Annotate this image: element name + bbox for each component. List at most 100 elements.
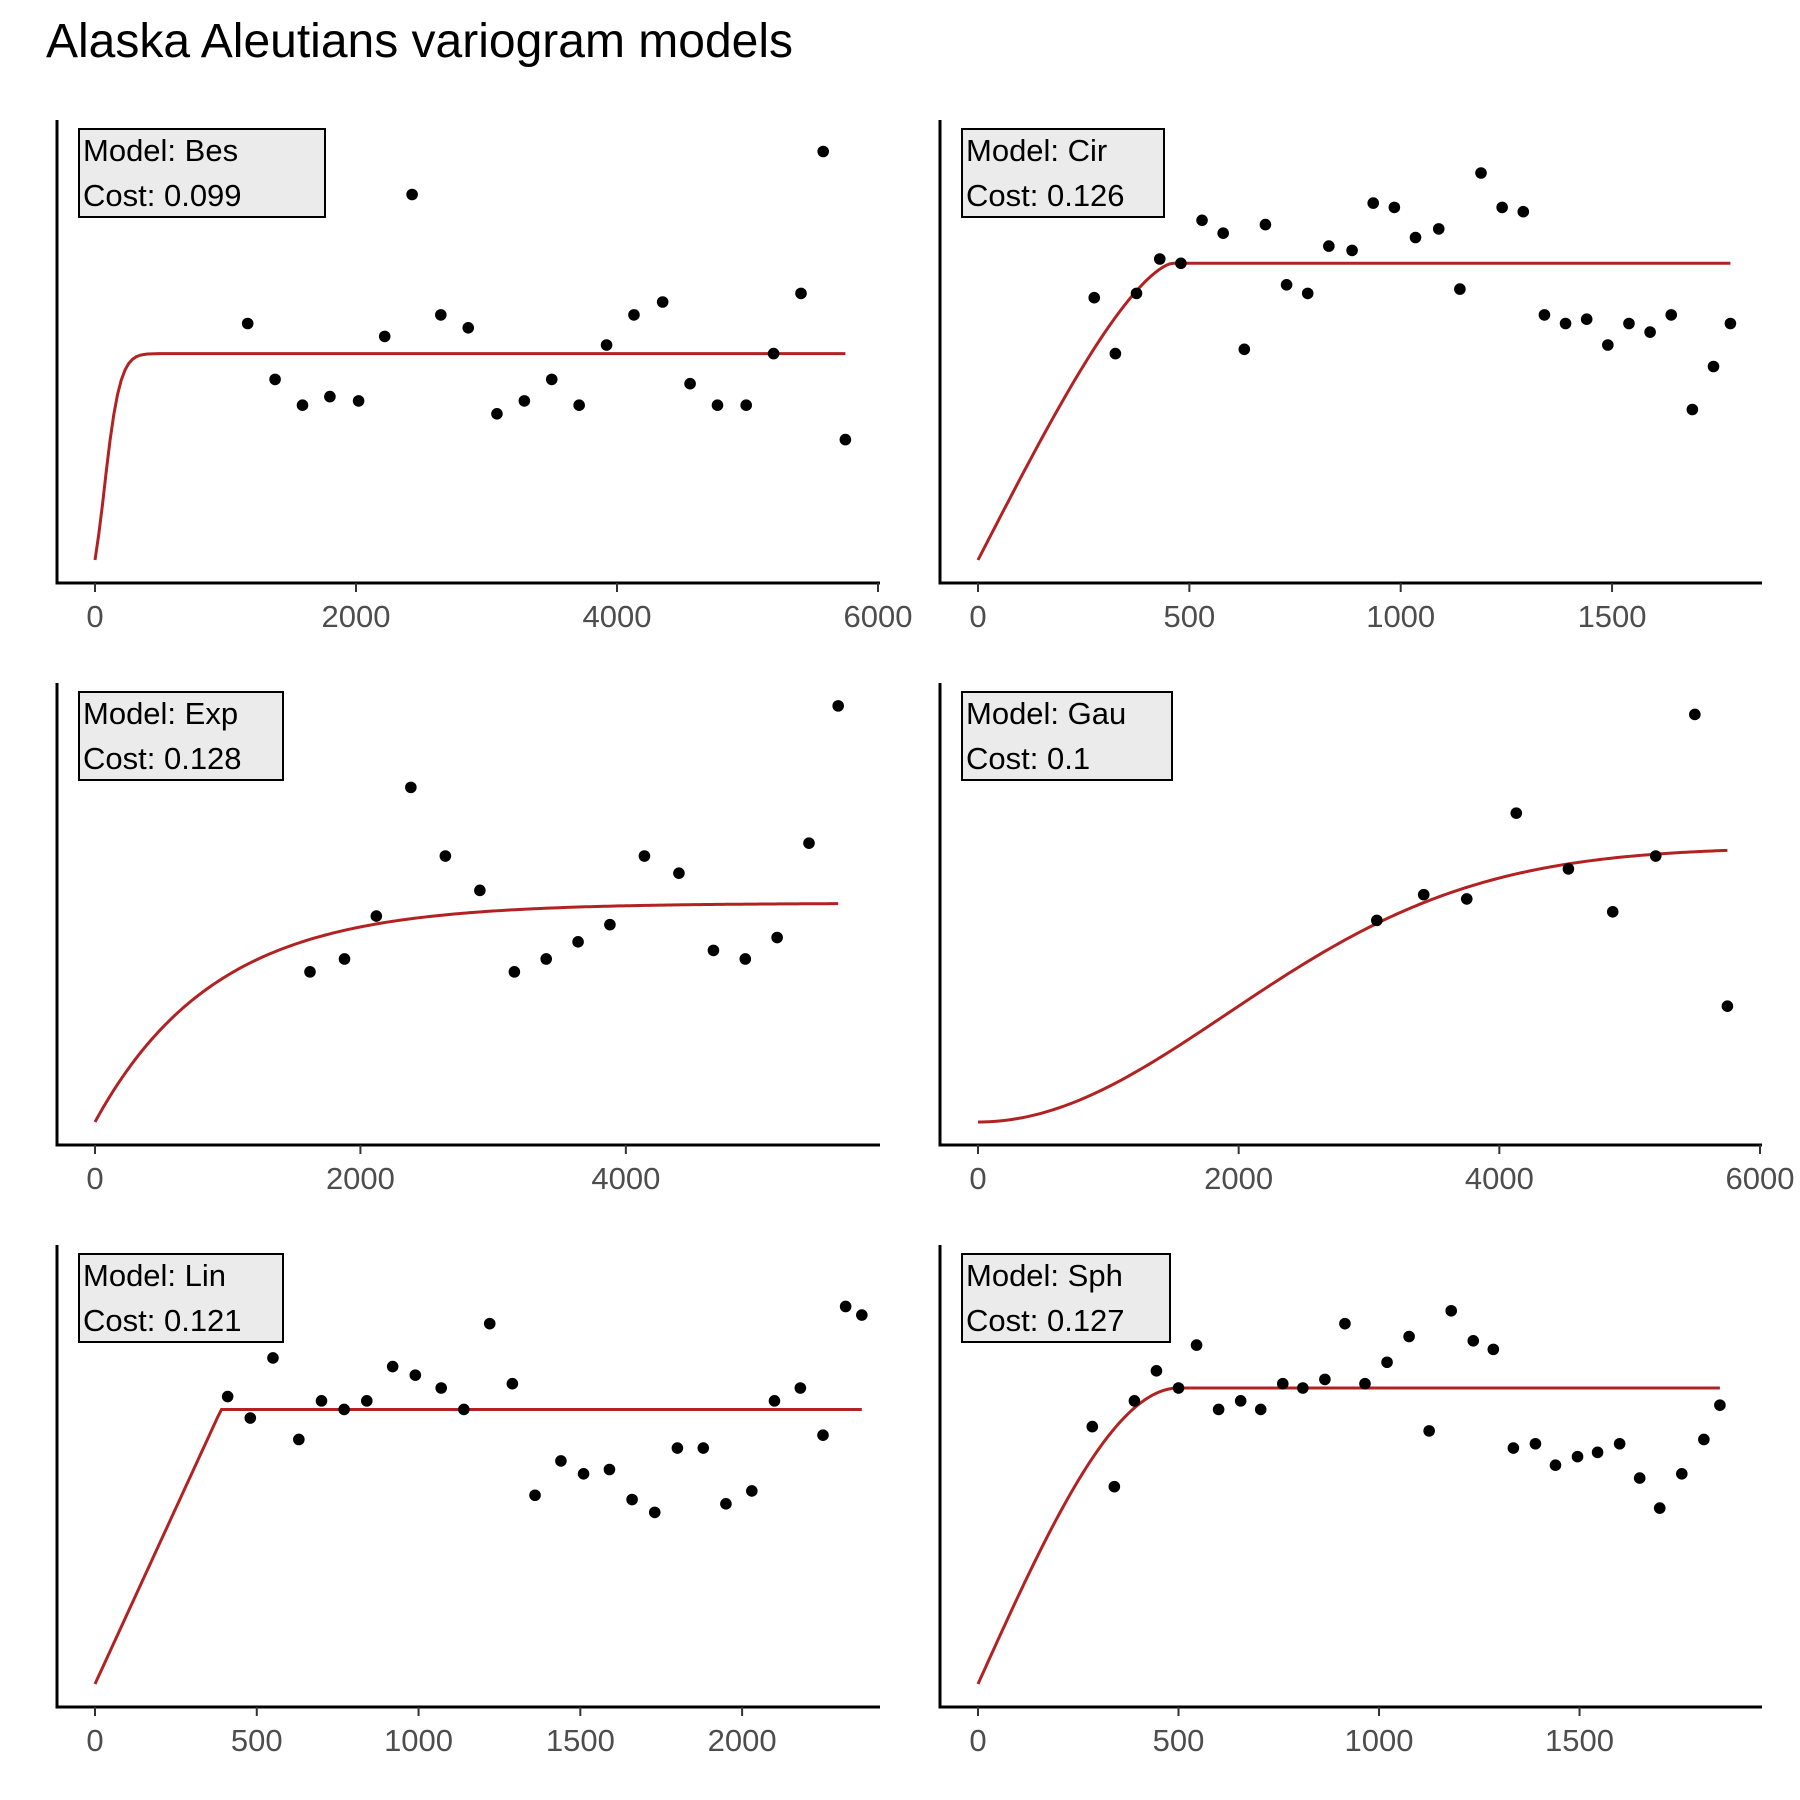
- data-point: [439, 850, 452, 862]
- data-point: [1580, 313, 1593, 326]
- data-point: [767, 347, 780, 360]
- model-cost-label: Cost: 0.128: [83, 741, 242, 776]
- data-point: [1686, 403, 1699, 416]
- data-point: [577, 1467, 590, 1480]
- x-tick-label: 1500: [1578, 599, 1647, 634]
- data-point: [540, 953, 553, 965]
- model-cost-label: Cost: 0.099: [83, 178, 242, 213]
- data-point: [648, 1506, 661, 1519]
- data-point: [1724, 317, 1737, 330]
- data-point: [1280, 279, 1293, 291]
- x-tick-label: 2000: [708, 1723, 777, 1758]
- model-label-box: [961, 691, 1173, 781]
- data-point: [1371, 914, 1383, 927]
- data-point: [1571, 1450, 1584, 1463]
- x-tick-label: 500: [231, 1723, 283, 1758]
- data-point: [1212, 1403, 1225, 1416]
- model-name-label: Model: Cir: [966, 133, 1107, 168]
- data-point: [1510, 807, 1523, 819]
- data-point: [1388, 201, 1401, 214]
- data-point: [435, 1382, 448, 1394]
- model-name-label: Model: Gau: [966, 696, 1126, 731]
- data-point: [1649, 850, 1662, 862]
- data-point: [1297, 1382, 1309, 1394]
- model-name-label: Model: Sph: [966, 1258, 1123, 1293]
- data-point: [545, 373, 558, 386]
- data-point: [1276, 1377, 1289, 1390]
- data-point: [435, 309, 447, 321]
- data-point: [1432, 223, 1445, 235]
- x-tick-label: 6000: [844, 599, 913, 634]
- data-point: [1217, 227, 1229, 239]
- data-point: [1496, 201, 1508, 214]
- x-tick-label: 1000: [1366, 599, 1435, 634]
- model-label-box: [961, 128, 1165, 218]
- data-point: [1423, 1425, 1435, 1437]
- data-point: [603, 1463, 616, 1476]
- data-point: [1562, 863, 1575, 875]
- x-tick-label: 1500: [546, 1723, 615, 1758]
- x-tick-label: 1500: [1545, 1723, 1614, 1758]
- data-point: [707, 944, 720, 957]
- model-curve: [93, 902, 839, 1123]
- data-point: [856, 1309, 868, 1321]
- data-point: [626, 1493, 638, 1506]
- x-tick-label: 1000: [1345, 1723, 1414, 1758]
- data-point: [600, 339, 613, 351]
- data-point: [720, 1498, 732, 1510]
- data-point: [405, 781, 417, 794]
- model-curve: [93, 1407, 862, 1685]
- x-tick-label: 0: [86, 1161, 103, 1196]
- data-point: [483, 1317, 496, 1330]
- data-point: [458, 1403, 470, 1416]
- data-point: [1175, 257, 1187, 270]
- x-tick-label: 4000: [1465, 1161, 1534, 1196]
- data-point: [1238, 343, 1251, 356]
- model-label-box: [78, 691, 284, 781]
- data-point: [378, 330, 391, 343]
- data-point: [555, 1455, 567, 1467]
- data-point: [1196, 214, 1208, 227]
- data-point: [1088, 291, 1101, 304]
- x-tick-label: 0: [969, 1723, 986, 1758]
- x-tick-label: 6000: [1726, 1161, 1795, 1196]
- data-point: [656, 296, 669, 308]
- x-tick-label: 2000: [1204, 1161, 1273, 1196]
- data-point: [1698, 1433, 1710, 1446]
- data-point: [1721, 1000, 1734, 1012]
- data-point: [794, 1382, 807, 1394]
- data-point: [740, 399, 752, 412]
- data-point: [352, 395, 365, 407]
- model-cost-label: Cost: 0.127: [966, 1303, 1125, 1338]
- data-point: [506, 1377, 519, 1390]
- panel-bes: 0 2000 4000 6000 Model: Bes Cost: 0.099: [55, 120, 913, 634]
- data-point: [1190, 1339, 1203, 1351]
- data-point: [1559, 317, 1572, 330]
- data-point: [1507, 1442, 1520, 1454]
- data-point: [1445, 1304, 1458, 1317]
- data-point: [817, 145, 829, 158]
- data-point: [1454, 283, 1466, 295]
- data-point: [1676, 1467, 1688, 1480]
- chart-title: Alaska Aleutians variogram models: [46, 15, 794, 68]
- data-point: [1109, 347, 1122, 360]
- data-point: [1633, 1472, 1646, 1484]
- data-point: [673, 867, 685, 879]
- data-point: [518, 395, 531, 407]
- data-point: [1549, 1459, 1562, 1472]
- data-point: [1339, 1317, 1351, 1330]
- panel-exp: 0 2000 4000 Model: Exp Cost: 0.128: [55, 683, 880, 1196]
- data-point: [529, 1489, 541, 1502]
- data-point: [832, 700, 844, 712]
- data-point: [338, 1403, 350, 1416]
- data-point: [839, 433, 852, 446]
- model-curve: [976, 261, 1731, 561]
- data-point: [1346, 244, 1358, 257]
- model-name-label: Model: Lin: [83, 1258, 226, 1293]
- data-point: [1130, 287, 1143, 300]
- data-point: [1403, 1330, 1415, 1343]
- model-curve: [977, 848, 1728, 1124]
- model-name-label: Model: Exp: [83, 696, 238, 731]
- data-point: [1606, 905, 1619, 918]
